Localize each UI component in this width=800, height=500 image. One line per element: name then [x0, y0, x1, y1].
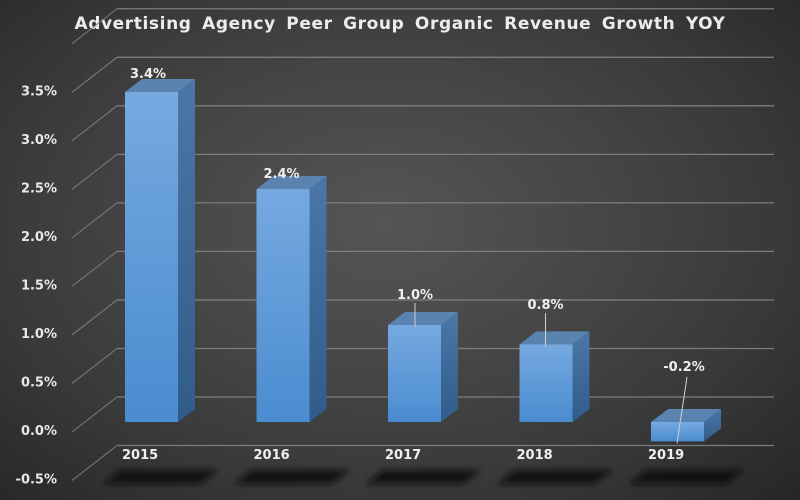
bar-side [704, 409, 721, 442]
bars [125, 79, 721, 442]
bar-top [651, 409, 721, 422]
bar-2018 [519, 331, 590, 422]
y-axis: -0.5% 0.0% 0.5% 1.0% 1.5% 2.0% 2.5% 3.0% 3.5% [16, 84, 57, 487]
y-tick-label: 2.0% [21, 230, 57, 245]
bar-shadow [366, 470, 481, 484]
data-label: -0.2% [663, 360, 704, 375]
y-tick-label: -0.5% [16, 473, 57, 488]
x-tick-label: 2016 [254, 448, 290, 463]
gridline-diagonal [71, 105, 118, 142]
bar-2017 [388, 311, 458, 422]
x-axis: 2015 2016 2017 2018 2019 [122, 448, 684, 463]
gridline-diagonal [71, 56, 118, 93]
bar-shadow [629, 470, 744, 484]
bar-2016 [256, 176, 327, 422]
x-tick-label: 2019 [648, 448, 684, 463]
gridline-diagonal [71, 396, 118, 433]
bar-front [256, 189, 310, 422]
data-label-leader [676, 376, 688, 444]
y-tick-label: 0.5% [21, 375, 57, 390]
y-tick-label: 3.5% [21, 84, 57, 99]
gridline-diagonal [71, 299, 118, 336]
bar-front [519, 344, 573, 422]
bar-shadow [103, 470, 218, 484]
gridline-diagonal [71, 202, 118, 239]
y-tick-label: 1.5% [21, 278, 57, 293]
y-tick-label: 2.5% [21, 181, 57, 196]
bar-side [441, 311, 458, 422]
bar-top [519, 331, 590, 345]
bar-side [309, 176, 327, 422]
gridline-diagonal [71, 348, 118, 384]
bar-side [178, 79, 195, 422]
data-label: 0.8% [527, 298, 563, 313]
gridline-diagonal [71, 8, 118, 45]
gridline-diagonal [71, 251, 118, 287]
bar-front [125, 92, 178, 422]
y-tick-label: 1.0% [21, 327, 57, 342]
bar-shadow [234, 470, 350, 484]
y-tick-label: 3.0% [21, 133, 57, 148]
gridline-diagonal [71, 445, 118, 481]
bar-2015 [125, 79, 195, 422]
data-labels: 3.4% 2.4% 1.0% 0.8% -0.2% [130, 67, 705, 444]
bar-shadow [497, 470, 613, 484]
x-tick-label: 2018 [517, 448, 553, 463]
x-tick-label: 2017 [385, 448, 421, 463]
data-label: 2.4% [263, 167, 299, 182]
bar-front [388, 324, 441, 422]
bar-top [256, 176, 327, 190]
bar-2019 [651, 409, 721, 442]
x-tick-label: 2015 [122, 448, 158, 463]
gridline-diagonal [71, 153, 118, 190]
chart-title: Advertising Agency Peer Group Organic Re… [74, 14, 725, 34]
bar-side [572, 331, 590, 422]
bar-shadows [103, 470, 744, 484]
bar-top [388, 311, 458, 325]
bar-top [125, 79, 195, 92]
data-label: 1.0% [397, 288, 433, 303]
y-tick-label: 0.0% [21, 424, 57, 439]
data-label: 3.4% [130, 67, 166, 82]
bar-front [651, 422, 704, 442]
